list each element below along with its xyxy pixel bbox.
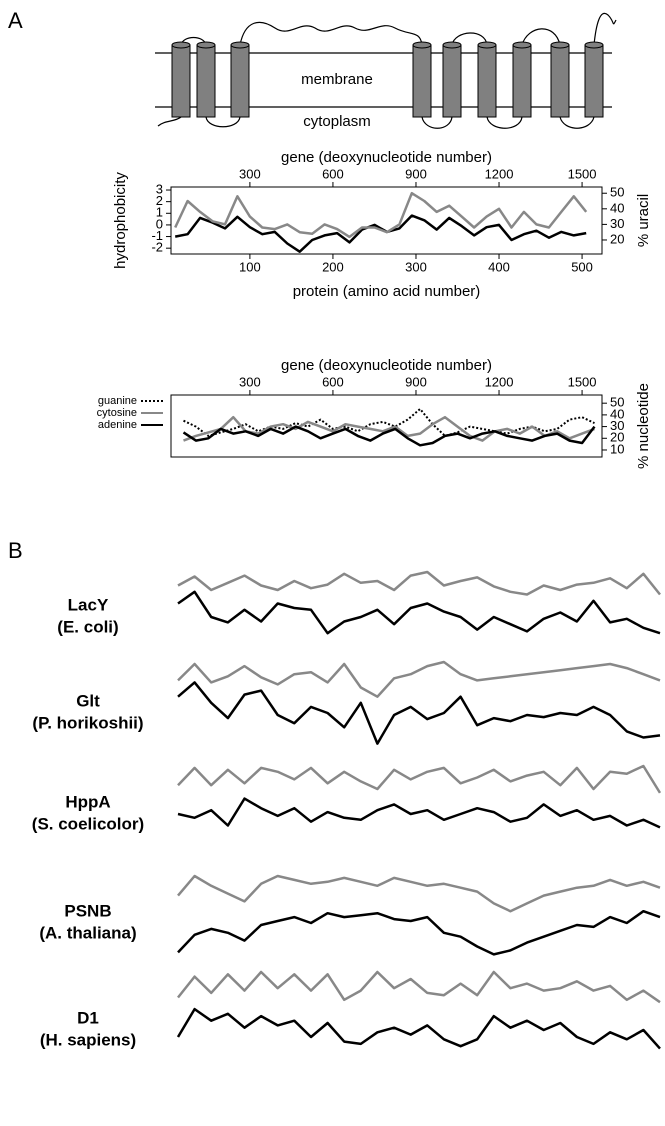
organism-name: (E. coli) xyxy=(57,617,118,636)
series-line xyxy=(177,909,661,956)
protein-name: PSNB xyxy=(64,901,111,920)
series-line xyxy=(177,681,661,745)
series-line xyxy=(174,214,587,253)
x2-tick-label: 300 xyxy=(239,166,261,181)
series-line xyxy=(177,660,661,698)
y-tick-label: 3 xyxy=(156,181,163,196)
x-tick-label: 300 xyxy=(405,259,427,274)
x2-axis-label: gene (deoxynucleotide number) xyxy=(281,357,492,374)
y2-axis-label: % uracil xyxy=(635,194,652,247)
y2-tick-label: 50 xyxy=(610,395,624,410)
y2-tick-label: 10 xyxy=(610,441,624,456)
series-line xyxy=(176,1007,661,1050)
x2-tick-label: 300 xyxy=(239,374,261,389)
x2-tick-label: 900 xyxy=(405,166,427,181)
x2-tick-label: 1200 xyxy=(485,374,514,389)
x2-tick-label: 600 xyxy=(322,166,344,181)
y-tick-label: 1 xyxy=(156,205,163,220)
diagram-label: cytoplasm xyxy=(303,113,371,130)
protein-name: D1 xyxy=(77,1008,99,1027)
x2-tick-label: 1500 xyxy=(568,166,597,181)
y2-axis-label: % nucleotide xyxy=(635,383,652,469)
panel-label: B xyxy=(8,538,23,563)
protein-name: Glt xyxy=(76,691,100,710)
organism-name: (A. thaliana) xyxy=(39,923,136,942)
series-line xyxy=(182,425,596,447)
y2-tick-label: 30 xyxy=(610,216,624,231)
y2-tick-label: 20 xyxy=(610,231,624,246)
y2-tick-label: 50 xyxy=(610,185,624,200)
series-line xyxy=(177,570,661,596)
y2-tick-label: 40 xyxy=(610,406,624,421)
y-tick-label: 0 xyxy=(156,216,163,231)
panel-label: A xyxy=(8,8,23,33)
x-axis-label: protein (amino acid number) xyxy=(293,283,481,300)
series-line xyxy=(177,797,661,829)
series-line xyxy=(183,408,595,437)
organism-name: (P. horikoshii) xyxy=(32,713,143,732)
organism-name: (S. coelicolor) xyxy=(32,814,144,833)
x2-tick-label: 600 xyxy=(322,374,344,389)
plot-frame xyxy=(170,186,603,255)
x2-tick-label: 900 xyxy=(405,374,427,389)
helices xyxy=(171,41,604,118)
diagram-label: membrane xyxy=(301,71,373,88)
plot-frame xyxy=(170,394,603,458)
x2-axis-label: gene (deoxynucleotide number) xyxy=(281,149,492,166)
x-tick-label: 100 xyxy=(239,259,261,274)
y2-tick-label: 30 xyxy=(610,418,624,433)
y2-tick-label: 20 xyxy=(610,430,624,445)
y-tick-label: 2 xyxy=(156,193,163,208)
series-line xyxy=(174,191,588,239)
series-line xyxy=(177,764,662,794)
y2-tick-label: 40 xyxy=(610,200,624,215)
series-line xyxy=(177,874,661,913)
x-tick-label: 400 xyxy=(488,259,510,274)
x-tick-label: 500 xyxy=(571,259,593,274)
legend-label: guanine xyxy=(98,395,137,407)
membrane-diagram xyxy=(155,12,617,129)
x2-tick-label: 1200 xyxy=(485,166,514,181)
y-tick-label: -1 xyxy=(151,228,163,243)
series-line xyxy=(183,415,595,442)
series-line xyxy=(177,590,661,635)
organism-name: (H. sapiens) xyxy=(40,1030,136,1049)
y-tick-label: -2 xyxy=(151,240,163,255)
x-tick-label: 200 xyxy=(322,259,344,274)
legend-label: cytosine xyxy=(97,407,137,419)
protein-name: LacY xyxy=(68,595,109,614)
series-line xyxy=(177,970,661,1004)
x2-tick-label: 1500 xyxy=(568,374,597,389)
legend-label: adenine xyxy=(98,419,137,431)
y-axis-label: hydrophobicity xyxy=(112,172,129,269)
protein-name: HppA xyxy=(65,792,110,811)
